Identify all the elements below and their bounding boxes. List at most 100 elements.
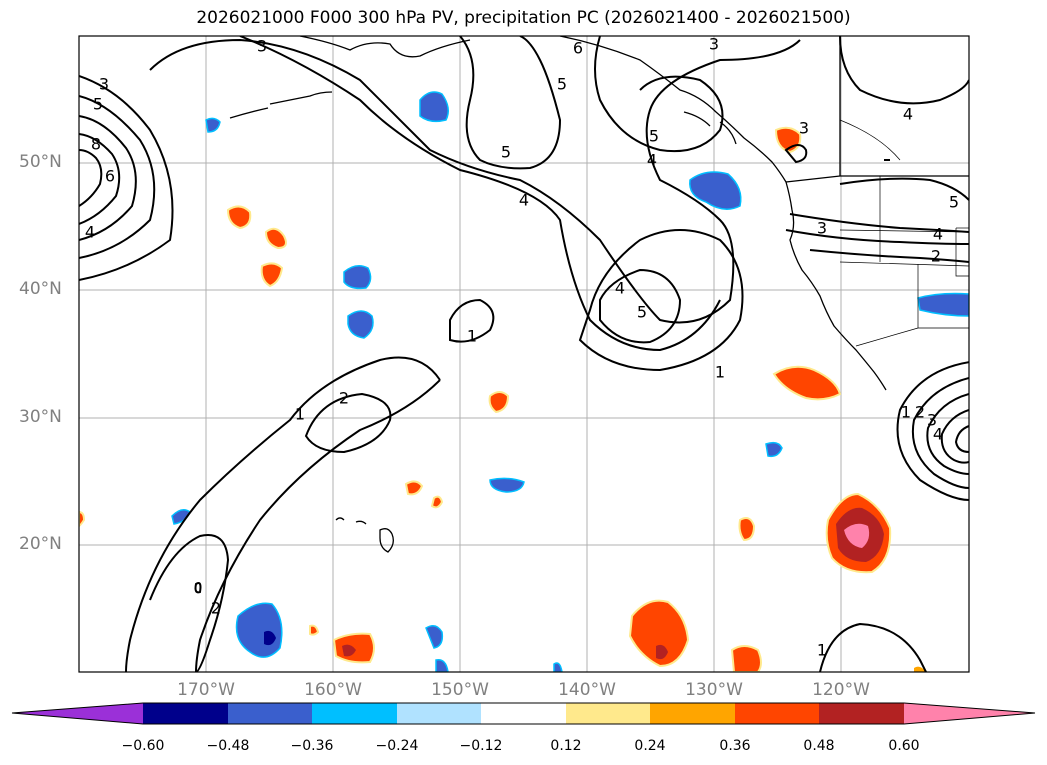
contour-label: 5	[637, 303, 647, 322]
precip-blob	[205, 117, 221, 133]
colorbar-tick-label: 0.12	[550, 738, 582, 754]
precip-blob-core	[264, 630, 276, 646]
map-title: 2026021000 F000 300 hPa PV, precipitatio…	[196, 8, 851, 28]
contour-label: 6	[573, 39, 583, 58]
contour-label: 1	[715, 363, 725, 382]
colorbar-bin	[566, 703, 650, 724]
pv-contour-labels: 3 5 8 6 4 3 6 5 3 5 4 5 4 3 4 5 3 2 4 1 …	[85, 35, 959, 660]
precip-blob	[430, 495, 444, 509]
contour-label: 1	[901, 403, 911, 422]
colorbar-bin	[735, 703, 819, 724]
colorbar-tick-label: 0.48	[803, 738, 835, 754]
contour-label: 5	[557, 75, 567, 94]
contour-label: 1	[467, 327, 477, 346]
contour-label: 2	[211, 599, 221, 618]
contour-label: 8	[91, 135, 101, 154]
precip-blob-strong	[342, 644, 356, 657]
lon-tick-label: 160°W	[304, 680, 362, 700]
precip-blob	[79, 510, 86, 528]
lon-tick-label: 170°W	[177, 680, 235, 700]
contour-label: 1	[295, 405, 305, 424]
precip-blob	[435, 659, 449, 672]
lat-tick-label: 50°N	[19, 152, 62, 172]
contour-label: 3	[799, 119, 809, 138]
contour-label: 3	[709, 35, 719, 54]
precip-blob	[343, 265, 372, 290]
precip-blob	[226, 205, 252, 230]
colorbar-bin	[228, 703, 312, 724]
contour-label: 6	[105, 167, 115, 186]
precip-blob	[309, 624, 320, 636]
colorbar-bin	[143, 703, 228, 724]
precip-blob	[738, 517, 756, 542]
contour-label: 5	[949, 193, 959, 212]
contour-label: 4	[615, 279, 625, 298]
contour-label: 4	[85, 223, 95, 242]
precip-blob	[347, 310, 374, 339]
map-frame	[78, 35, 970, 673]
contour-label: 3	[927, 411, 937, 430]
colorbar-tick-label: 0.36	[719, 738, 751, 754]
contour-label: 2	[931, 247, 941, 266]
lat-tick-label: 20°N	[19, 534, 62, 554]
contour-label: 5	[501, 143, 511, 162]
precip-blob	[489, 477, 525, 493]
contour-label: 3	[99, 75, 109, 94]
precip-blob	[235, 602, 283, 658]
contour-label: 4	[903, 105, 913, 124]
precip-blob	[419, 91, 449, 123]
contour-label: 4	[933, 225, 943, 244]
contour-label: 4	[519, 191, 529, 210]
precip-blob	[917, 292, 969, 317]
colorbar-bin	[819, 703, 904, 724]
contour-label: 2	[339, 389, 349, 408]
colorbar-tick-label: −0.48	[206, 738, 250, 754]
contour-label: 3	[257, 37, 267, 56]
precip-blob	[628, 599, 690, 668]
contour-label: 3	[817, 219, 827, 238]
colorbar-tick-label: 0.24	[634, 738, 666, 754]
precip-blob	[914, 666, 926, 672]
coastlines	[229, 36, 969, 553]
lat-tick-label: 40°N	[19, 279, 62, 299]
precip-blob	[553, 662, 563, 672]
precip-blob	[264, 227, 287, 250]
precip-positive-blobs	[79, 126, 926, 672]
precip-blob	[730, 645, 762, 672]
precip-negative-blobs	[171, 91, 969, 672]
pv-contours	[79, 36, 969, 672]
colorbar-bin	[312, 703, 397, 724]
colorbar-bin	[481, 703, 566, 724]
precip-blob-core	[844, 523, 870, 548]
colorbar-bin	[650, 703, 735, 724]
colorbar-tick-label: −0.36	[290, 738, 334, 754]
gridlines	[79, 36, 969, 672]
lon-tick-label: 150°W	[431, 680, 489, 700]
contour-label: 2	[915, 403, 925, 422]
contour-label: 4	[647, 151, 657, 170]
colorbar-extend-low	[12, 703, 143, 724]
lat-tick-label: 30°N	[19, 407, 62, 427]
contour-label: 5	[93, 95, 103, 114]
colorbar-tick-label: −0.12	[459, 738, 503, 754]
precip-blob	[260, 262, 284, 288]
colorbar-extend-high	[904, 703, 1035, 724]
lon-tick-label: 140°W	[558, 680, 616, 700]
colorbar-outline	[11, 702, 1036, 725]
contour-label: 5	[649, 127, 659, 146]
precip-blob	[772, 365, 842, 401]
lon-tick-label: 120°W	[812, 680, 870, 700]
precip-blob	[689, 171, 742, 210]
state-borders	[839, 119, 969, 347]
lon-tick-label: 130°W	[685, 680, 743, 700]
contour-label: 4	[933, 425, 943, 444]
colorbar-tick-label: 0.60	[888, 738, 920, 754]
precip-blob	[404, 480, 424, 496]
contour-label: 1	[817, 641, 827, 660]
precip-blob	[765, 441, 783, 458]
precip-blob	[488, 391, 510, 414]
colorbar-bin	[397, 703, 481, 724]
precip-blob-strong	[656, 644, 668, 660]
precip-blob	[425, 625, 444, 649]
